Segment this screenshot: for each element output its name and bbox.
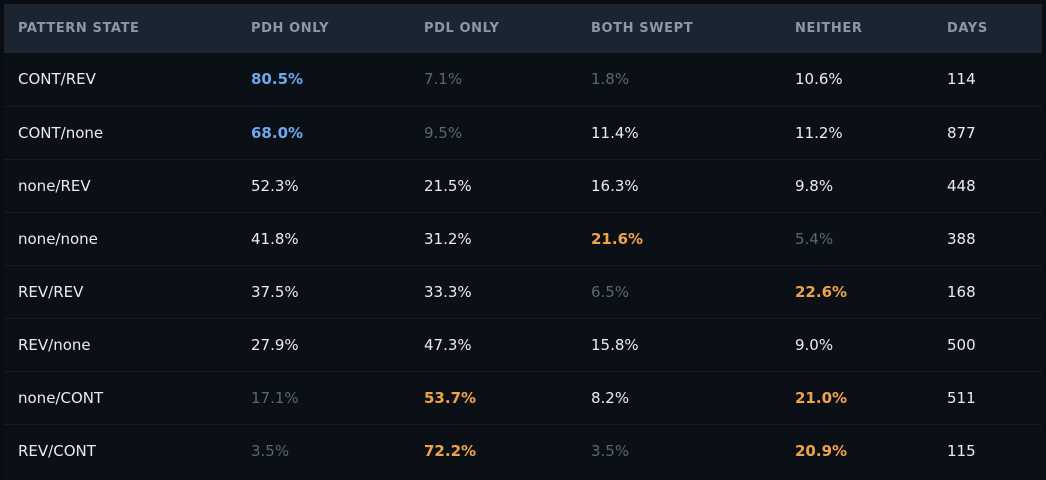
pattern-state-table-container: PATTERN STATE PDH ONLY PDL ONLY BOTH SWE… — [4, 4, 1042, 480]
cell-pdl-only: 33.3% — [424, 282, 472, 301]
table-row[interactable]: CONT/REV 80.5% 7.1% 1.8% 10.6% 114 — [4, 53, 1042, 106]
cell-pattern-state: REV/REV — [18, 282, 84, 301]
cell-pdl-only: 53.7% — [424, 388, 477, 407]
cell-neither: 11.2% — [795, 123, 843, 142]
cell-pattern-state: none/CONT — [18, 388, 104, 407]
table-row[interactable]: none/none 41.8% 31.2% 21.6% 5.4% 388 — [4, 212, 1042, 265]
cell-pattern-state: CONT/none — [18, 123, 104, 142]
header-pattern-state[interactable]: PATTERN STATE — [18, 21, 140, 36]
cell-pdl-only: 21.5% — [424, 176, 472, 195]
cell-pdl-only: 72.2% — [424, 441, 477, 460]
header-pdl-only[interactable]: PDL ONLY — [424, 21, 500, 36]
cell-pdh-only: 17.1% — [251, 388, 299, 407]
table-row[interactable]: none/CONT 17.1% 53.7% 8.2% 21.0% 511 — [4, 371, 1042, 424]
cell-pdh-only: 3.5% — [251, 441, 290, 460]
cell-pattern-state: none/none — [18, 229, 98, 248]
cell-days: 448 — [947, 176, 976, 195]
table-row[interactable]: CONT/none 68.0% 9.5% 11.4% 11.2% 877 — [4, 106, 1042, 159]
cell-pattern-state: REV/none — [18, 335, 91, 354]
cell-pdl-only: 31.2% — [424, 229, 472, 248]
cell-neither: 5.4% — [795, 229, 834, 248]
cell-both-swept: 6.5% — [591, 282, 630, 301]
cell-pdl-only: 9.5% — [424, 123, 463, 142]
table-body: CONT/REV 80.5% 7.1% 1.8% 10.6% 114 CONT/none 68… — [4, 53, 1042, 477]
cell-days: 511 — [947, 388, 976, 407]
cell-both-swept: 8.2% — [591, 388, 630, 407]
cell-pdl-only: 7.1% — [424, 70, 463, 89]
table-header: PATTERN STATE PDH ONLY PDL ONLY BOTH SWE… — [4, 4, 1042, 53]
cell-both-swept: 21.6% — [591, 229, 644, 248]
cell-days: 877 — [947, 123, 976, 142]
cell-days: 500 — [947, 335, 976, 354]
header-both-swept[interactable]: BOTH SWEPT — [591, 21, 694, 36]
cell-both-swept: 3.5% — [591, 441, 630, 460]
cell-pdh-only: 27.9% — [251, 335, 299, 354]
cell-pattern-state: CONT/REV — [18, 70, 96, 89]
cell-neither: 9.0% — [795, 335, 834, 354]
cell-days: 388 — [947, 229, 976, 248]
header-days[interactable]: DAYS — [947, 21, 988, 36]
pattern-state-table: PATTERN STATE PDH ONLY PDL ONLY BOTH SWE… — [4, 4, 1042, 477]
cell-pdh-only: 68.0% — [251, 123, 304, 142]
cell-neither: 21.0% — [795, 388, 848, 407]
cell-both-swept: 11.4% — [591, 123, 639, 142]
cell-pdh-only: 37.5% — [251, 282, 299, 301]
header-pdh-only[interactable]: PDH ONLY — [251, 21, 330, 36]
cell-neither: 10.6% — [795, 70, 843, 89]
table-row[interactable]: none/REV 52.3% 21.5% 16.3% 9.8% 448 — [4, 159, 1042, 212]
cell-both-swept: 15.8% — [591, 335, 639, 354]
cell-neither: 22.6% — [795, 282, 848, 301]
cell-pdh-only: 41.8% — [251, 229, 299, 248]
cell-days: 115 — [947, 441, 976, 460]
header-neither[interactable]: NEITHER — [795, 21, 863, 36]
cell-pdh-only: 80.5% — [251, 70, 304, 89]
header-row: PATTERN STATE PDH ONLY PDL ONLY BOTH SWE… — [4, 4, 1042, 53]
cell-pattern-state: none/REV — [18, 176, 91, 195]
cell-neither: 9.8% — [795, 176, 834, 195]
cell-days: 168 — [947, 282, 976, 301]
cell-pdh-only: 52.3% — [251, 176, 299, 195]
table-row[interactable]: REV/CONT 3.5% 72.2% 3.5% 20.9% 115 — [4, 424, 1042, 477]
cell-both-swept: 16.3% — [591, 176, 639, 195]
cell-neither: 20.9% — [795, 441, 848, 460]
cell-pdl-only: 47.3% — [424, 335, 472, 354]
table-row[interactable]: REV/none 27.9% 47.3% 15.8% 9.0% 500 — [4, 318, 1042, 371]
cell-pattern-state: REV/CONT — [18, 441, 96, 460]
cell-both-swept: 1.8% — [591, 70, 630, 89]
cell-days: 114 — [947, 70, 976, 89]
table-row[interactable]: REV/REV 37.5% 33.3% 6.5% 22.6% 168 — [4, 265, 1042, 318]
